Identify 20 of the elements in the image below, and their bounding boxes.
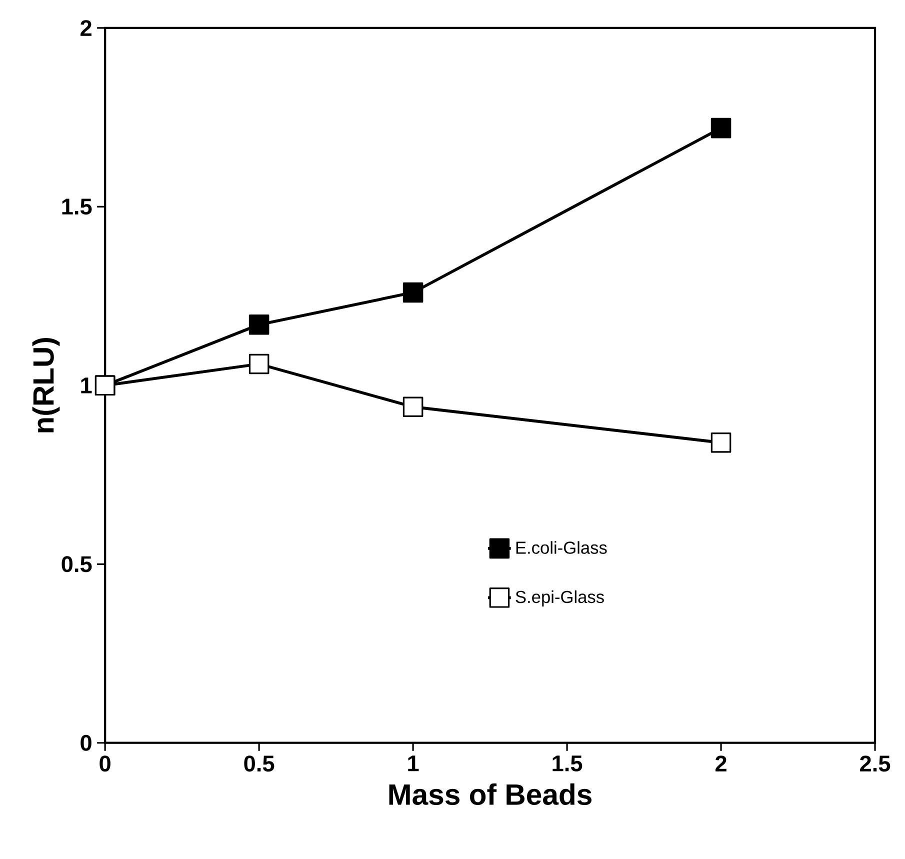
x-tick-label: 0 [100, 756, 110, 772]
point [248, 314, 270, 335]
point [402, 396, 424, 418]
x-tick-label: 2.5 [860, 756, 890, 772]
y-tick-label: 2 [80, 20, 92, 36]
point [402, 282, 424, 303]
x-axis-title: Mass of Beads [389, 783, 592, 806]
x-tick-label: 1.5 [552, 756, 582, 772]
x-tick-label: 1 [408, 756, 419, 772]
legend-label: S.epi-Glass [516, 590, 604, 607]
y-tick-label: 0 [80, 734, 92, 751]
y-tick-label: 1.5 [62, 198, 92, 215]
y-tick-label: 1 [81, 378, 92, 394]
legend-label: E.coli-Glass [516, 541, 607, 554]
point [710, 118, 732, 138]
point [248, 354, 270, 374]
x-tick-label: 2 [716, 756, 726, 772]
x-tick-label: 0.5 [244, 756, 274, 772]
y-axis-title: n(RLU) [32, 338, 60, 432]
y-tick-label: 0.5 [62, 556, 92, 572]
